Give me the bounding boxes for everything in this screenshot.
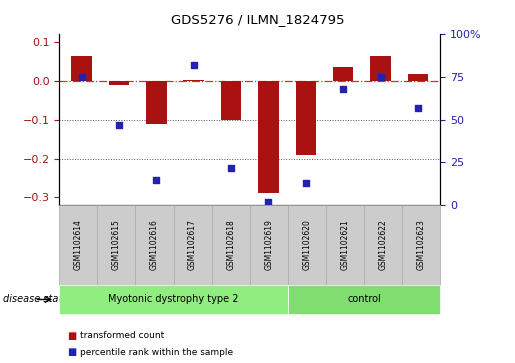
Bar [370, 56, 391, 81]
Text: GSM1102617: GSM1102617 [188, 220, 197, 270]
Bar [221, 81, 242, 120]
Text: control: control [347, 294, 381, 305]
Text: ■: ■ [67, 347, 76, 357]
Text: GSM1102615: GSM1102615 [112, 220, 121, 270]
Text: percentile rank within the sample: percentile rank within the sample [80, 348, 233, 356]
Point [152, 176, 161, 182]
Text: GSM1102620: GSM1102620 [302, 220, 312, 270]
Text: GSM1102614: GSM1102614 [74, 220, 83, 270]
Point [376, 74, 385, 80]
Point [414, 105, 422, 111]
Text: transformed count: transformed count [80, 331, 164, 340]
Bar [296, 81, 316, 155]
Text: disease state: disease state [3, 294, 68, 305]
Text: GSM1102618: GSM1102618 [226, 220, 235, 270]
Bar [408, 74, 428, 81]
Text: GSM1102622: GSM1102622 [379, 220, 388, 270]
Text: GDS5276 / ILMN_1824795: GDS5276 / ILMN_1824795 [171, 13, 344, 26]
Bar [258, 81, 279, 193]
Bar [183, 80, 204, 81]
Bar [109, 81, 129, 85]
Point [339, 86, 347, 92]
Text: Myotonic dystrophy type 2: Myotonic dystrophy type 2 [108, 294, 239, 305]
Point [302, 180, 310, 186]
Text: GSM1102616: GSM1102616 [150, 220, 159, 270]
Point [264, 199, 272, 205]
Bar [333, 68, 353, 81]
Bar [146, 81, 167, 125]
Text: GSM1102621: GSM1102621 [340, 220, 350, 270]
Point [115, 122, 123, 128]
Point [190, 62, 198, 68]
Point [78, 74, 86, 80]
Text: GSM1102623: GSM1102623 [417, 220, 426, 270]
Text: GSM1102619: GSM1102619 [264, 220, 273, 270]
Point [227, 165, 235, 171]
Bar [72, 56, 92, 81]
Text: ■: ■ [67, 331, 76, 341]
